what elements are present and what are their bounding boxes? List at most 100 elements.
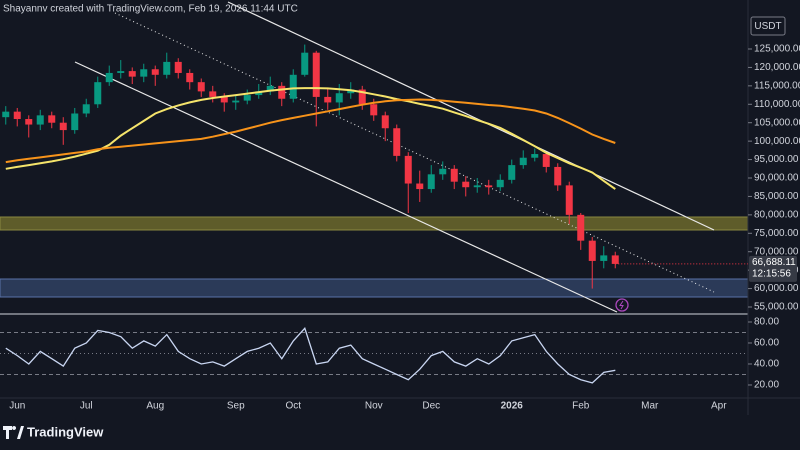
candle-body bbox=[186, 72, 194, 83]
candle-body bbox=[255, 91, 263, 96]
candle-body bbox=[508, 165, 516, 180]
y-tick-label: 70,000.00 bbox=[754, 246, 799, 257]
candle-body bbox=[450, 168, 458, 182]
rsi-line bbox=[5, 327, 616, 384]
candle-body bbox=[220, 96, 228, 103]
candle-body bbox=[243, 95, 251, 101]
candle-body bbox=[25, 119, 33, 125]
x-tick-label: Jul bbox=[80, 401, 93, 412]
candle-body bbox=[416, 183, 424, 190]
candle-body bbox=[94, 82, 102, 105]
y-tick-label: 95,000.00 bbox=[754, 154, 799, 165]
candle-body bbox=[427, 174, 435, 190]
countdown: 12:15:56 bbox=[752, 269, 791, 280]
currency-box bbox=[750, 16, 786, 36]
candle-body bbox=[335, 93, 343, 103]
currency: USDT bbox=[754, 21, 781, 32]
resistance-zone bbox=[0, 216, 749, 231]
candle-body bbox=[13, 111, 21, 120]
candle-body bbox=[59, 122, 67, 131]
candle-body bbox=[2, 111, 10, 118]
candle-body bbox=[577, 214, 585, 241]
candle-body bbox=[140, 69, 148, 77]
candle-body bbox=[71, 113, 79, 131]
x-tick-label: Apr bbox=[711, 401, 727, 412]
x-tick-label: Nov bbox=[365, 401, 383, 412]
candle-body bbox=[611, 255, 619, 264]
candle-body bbox=[542, 154, 550, 167]
candle-body bbox=[128, 71, 136, 77]
candle-body bbox=[381, 115, 389, 129]
y-tick-label: 120,000.00 bbox=[754, 62, 800, 73]
moving-average bbox=[5, 98, 616, 164]
y-tick-label: 60.00 bbox=[754, 338, 779, 349]
candle-body bbox=[232, 100, 240, 103]
candle-body bbox=[347, 89, 355, 94]
y-tick-label: 60,000.00 bbox=[754, 283, 799, 294]
candle-body bbox=[519, 157, 527, 166]
y-tick-label: 80,000.00 bbox=[754, 209, 799, 220]
credit: Shayannv created with TradingView.com, F… bbox=[3, 4, 298, 15]
y-tick-label: 40.00 bbox=[754, 359, 779, 370]
x-tick-label: Feb bbox=[572, 401, 590, 412]
candle-body bbox=[554, 166, 562, 186]
candle-body bbox=[48, 115, 56, 123]
candle-body bbox=[324, 96, 332, 103]
y-tick-label: 75,000.00 bbox=[754, 228, 799, 239]
candle-body bbox=[496, 179, 504, 188]
y-tick-label: 85,000.00 bbox=[754, 191, 799, 202]
x-tick-label: Aug bbox=[146, 401, 164, 412]
y-tick-label: 125,000.00 bbox=[754, 44, 800, 55]
y-tick-label: 105,000.00 bbox=[754, 117, 800, 128]
candle-body bbox=[439, 168, 447, 175]
channel-lower bbox=[74, 61, 618, 313]
candle-body bbox=[485, 185, 493, 188]
candle-body bbox=[209, 91, 217, 97]
candle-body bbox=[370, 104, 378, 116]
candle-body bbox=[289, 74, 297, 99]
x-tick-label: Dec bbox=[422, 401, 440, 412]
last-price-label: 66,688.11 bbox=[752, 257, 796, 268]
candle-body bbox=[82, 104, 90, 114]
last-price-box bbox=[749, 255, 797, 282]
candle-body bbox=[36, 115, 44, 125]
x-tick-label: Oct bbox=[285, 401, 301, 412]
candle-body bbox=[531, 154, 539, 158]
channel-upper bbox=[227, 1, 715, 231]
candle-body bbox=[565, 185, 573, 215]
candle-body bbox=[393, 128, 401, 156]
x-tick-label: 2026 bbox=[501, 401, 524, 412]
brand: TradingView bbox=[27, 424, 104, 439]
brand-logo bbox=[3, 426, 24, 439]
y-tick-label: 55,000.00 bbox=[754, 302, 799, 313]
event-bolt bbox=[619, 300, 624, 310]
candle-body bbox=[278, 85, 286, 99]
x-tick-label: Mar bbox=[641, 401, 659, 412]
y-tick-label: 110,000.00 bbox=[754, 99, 800, 110]
moving-average bbox=[5, 87, 616, 190]
candle-body bbox=[473, 185, 481, 188]
y-tick-label: 115,000.00 bbox=[754, 80, 800, 91]
candle-body bbox=[600, 255, 608, 261]
y-tick-label: 20.00 bbox=[754, 380, 779, 391]
candle-body bbox=[117, 71, 125, 73]
candle-body bbox=[462, 181, 470, 188]
candle-body bbox=[163, 61, 171, 75]
support-zone bbox=[0, 278, 749, 298]
x-tick-label: Sep bbox=[227, 401, 245, 412]
candle-body bbox=[588, 240, 596, 261]
candle-body bbox=[151, 69, 159, 75]
candle-body bbox=[197, 82, 205, 92]
candle-body bbox=[312, 52, 320, 97]
y-tick-label: 80.00 bbox=[754, 317, 779, 328]
candle-body bbox=[404, 155, 412, 184]
event-icon bbox=[615, 298, 629, 312]
candle-body bbox=[105, 72, 113, 83]
candle-body bbox=[358, 89, 366, 105]
x-tick-label: Jun bbox=[9, 401, 25, 412]
candle-body bbox=[301, 52, 309, 75]
y-tick-label: 90,000.00 bbox=[754, 173, 799, 184]
